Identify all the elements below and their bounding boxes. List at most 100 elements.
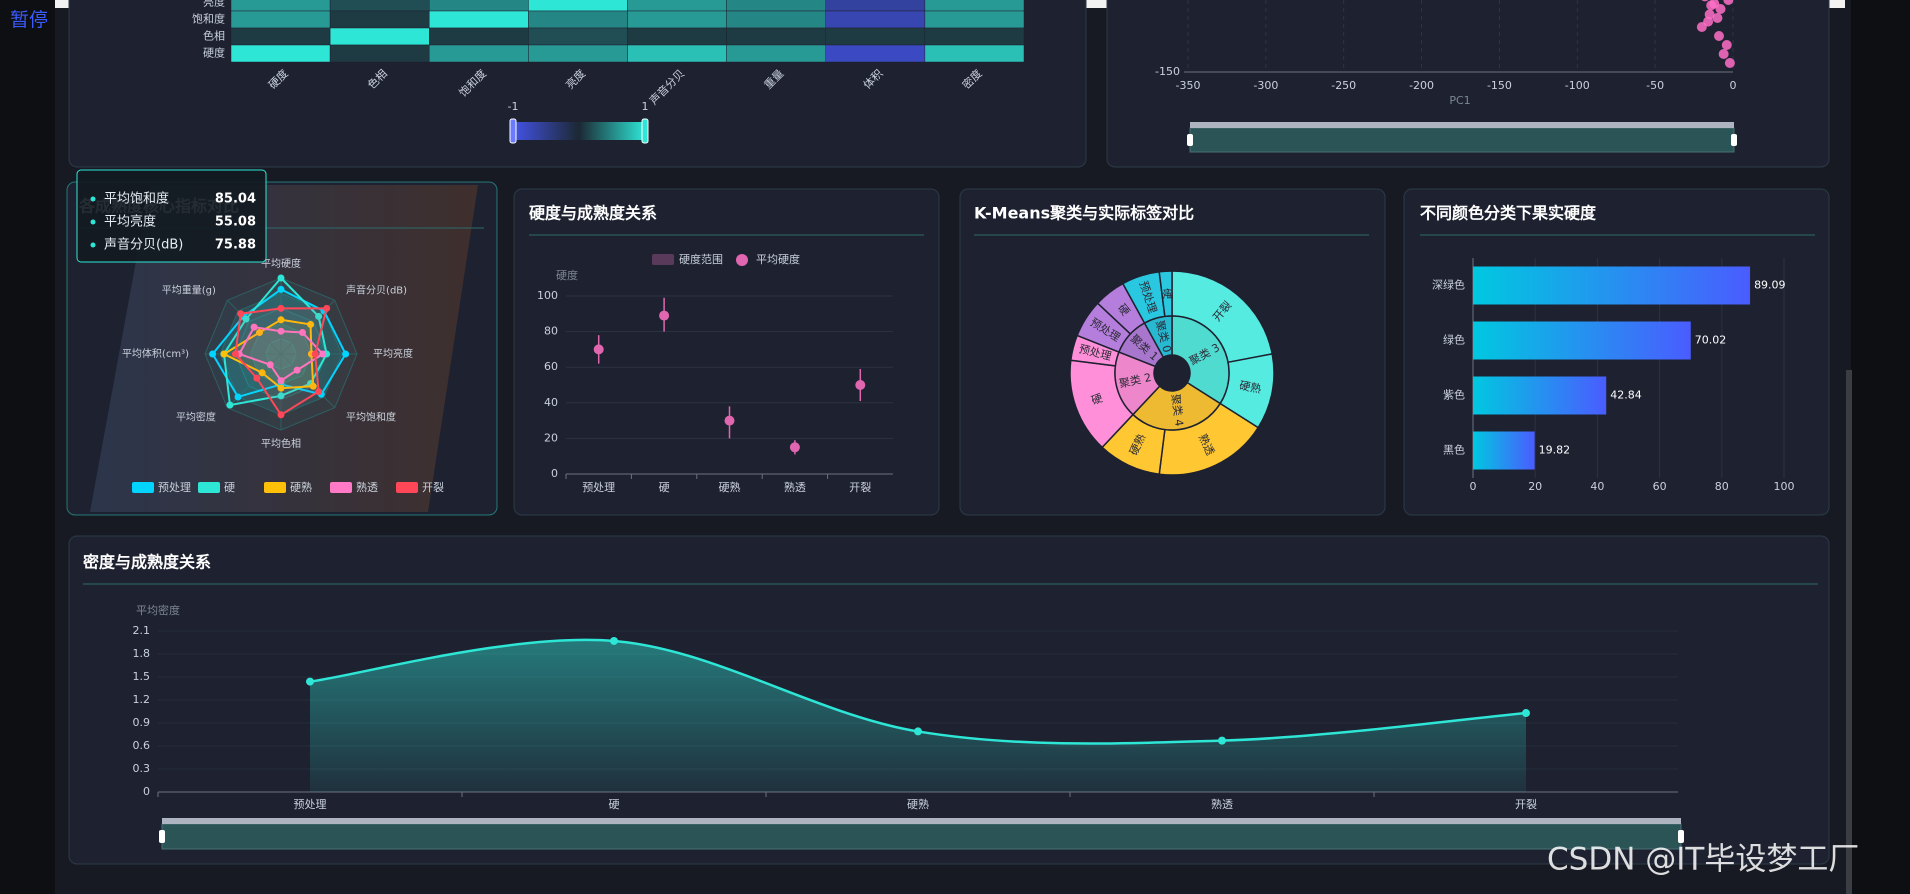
- visual-map-label: 1: [642, 100, 649, 113]
- value-label: 70.02: [1695, 334, 1727, 347]
- x-tick-label: -350: [1176, 79, 1201, 92]
- radar-point: [315, 312, 323, 320]
- y-tick-label: 100: [537, 289, 558, 302]
- radar-point: [277, 377, 285, 385]
- heatmap-cell: [627, 0, 727, 12]
- heatmap-cell: [825, 10, 926, 29]
- value-label: 42.84: [1610, 389, 1642, 402]
- heatmap-cell: [825, 0, 926, 12]
- legend-label[interactable]: 硬熟: [290, 480, 312, 494]
- zoom-handle[interactable]: [1187, 134, 1193, 146]
- legend-swatch[interactable]: [652, 254, 674, 265]
- data-point: [306, 677, 314, 686]
- mean-point: [593, 344, 604, 355]
- legend-label[interactable]: 开裂: [422, 481, 444, 494]
- bar: [1473, 431, 1535, 470]
- x-tick-label: -250: [1331, 79, 1356, 92]
- visual-map-handle[interactable]: [641, 118, 649, 144]
- radar-point: [250, 323, 258, 331]
- heatmap-cell: [726, 10, 826, 29]
- scatter-point: [1723, 0, 1734, 5]
- x-tick-label: 0: [1470, 480, 1477, 493]
- heatmap-cell: [627, 10, 727, 29]
- heatmap-cell: [528, 10, 628, 29]
- value-label: 89.09: [1754, 279, 1786, 292]
- indicator-label: 平均重量(g): [162, 283, 216, 296]
- row-label: 硬度: [203, 46, 225, 60]
- data-point: [1522, 709, 1530, 718]
- y-tick-label: 1.8: [133, 647, 151, 660]
- tooltip-value: 55.08: [215, 215, 256, 230]
- legend-label[interactable]: 预处理: [158, 481, 191, 494]
- scatter-point: [1701, 0, 1709, 2]
- radar-point: [342, 350, 350, 358]
- heatmap-cell: [429, 0, 529, 12]
- row-label: 饱和度: [192, 12, 225, 26]
- indicator-label: 声音分贝(dB): [346, 283, 407, 296]
- radar-point: [315, 388, 323, 396]
- x-tick-label: 开裂: [1515, 798, 1537, 811]
- legend-swatch[interactable]: [396, 482, 418, 493]
- zoom-track: [1190, 122, 1734, 128]
- zoom-handle[interactable]: [1678, 830, 1684, 843]
- x-tick-label: 60: [1653, 480, 1667, 493]
- x-tick-label: -100: [1565, 79, 1590, 92]
- heatmap-cell: [230, 0, 331, 12]
- radar-point: [277, 384, 285, 392]
- x-tick-label: 硬熟: [719, 480, 741, 494]
- heatmap-cell: [825, 27, 926, 46]
- panel-title: K-Means聚类与实际标签对比: [974, 204, 1194, 223]
- legend-label[interactable]: 熟透: [356, 480, 378, 494]
- zoom-handle[interactable]: [1731, 134, 1737, 146]
- scatter-point: [1724, 58, 1735, 68]
- pause-button[interactable]: 暂停: [10, 9, 48, 31]
- leaf-label: 硬: [1090, 391, 1105, 407]
- tooltip-label: 声音分贝(dB): [104, 237, 183, 253]
- scatter-point: [1712, 13, 1723, 23]
- bar: [1473, 266, 1751, 305]
- radar-point: [319, 350, 327, 358]
- legend-swatch[interactable]: [198, 482, 220, 493]
- heatmap-cell: [329, 44, 430, 63]
- y-axis-label: 平均密度: [136, 603, 180, 617]
- scrollbar[interactable]: [1846, 370, 1852, 894]
- legend-swatch[interactable]: [132, 482, 154, 493]
- legend-swatch[interactable]: [330, 482, 352, 493]
- x-tick-label: -200: [1409, 79, 1434, 92]
- radar-point: [311, 350, 319, 358]
- watermark: CSDN @IT毕设梦工厂: [1547, 842, 1859, 878]
- heatmap-cell: [528, 44, 628, 63]
- y-tick-label: 20: [544, 431, 558, 444]
- legend-label[interactable]: 硬度范围: [679, 252, 723, 266]
- radar-point: [323, 304, 331, 312]
- legend-swatch[interactable]: [736, 254, 748, 266]
- visual-map-handle[interactable]: [509, 118, 517, 144]
- legend-label[interactable]: 硬: [224, 481, 235, 494]
- x-tick-label: 100: [1774, 480, 1795, 493]
- radar-axis: [280, 353, 336, 409]
- x-tick-label: 硬: [609, 798, 620, 811]
- panel: [513, 188, 940, 516]
- zoom-handle[interactable]: [159, 830, 165, 843]
- mean-point: [659, 310, 670, 321]
- radar-point: [277, 274, 285, 282]
- visual-map-label: -1: [508, 100, 519, 113]
- radar-point: [293, 366, 301, 374]
- y-tick-label: 40: [544, 396, 558, 409]
- radar-point: [242, 315, 250, 323]
- heatmap-cell: [329, 0, 430, 12]
- radar-point: [237, 310, 245, 318]
- y-tick-label: 绿色: [1443, 333, 1465, 347]
- legend-swatch[interactable]: [264, 482, 286, 493]
- y-tick-label: 1.2: [133, 693, 151, 706]
- radar-point: [226, 401, 234, 409]
- visual-map: [513, 122, 645, 140]
- tooltip-label: 平均饱和度: [104, 191, 169, 207]
- data-point: [914, 727, 922, 736]
- legend-label[interactable]: 平均硬度: [756, 252, 800, 266]
- tooltip-value: 75.88: [215, 238, 256, 253]
- y-tick-label: 深绿色: [1432, 278, 1465, 292]
- y-tick-label: 0.9: [133, 716, 151, 729]
- x-tick-label: 预处理: [294, 798, 327, 811]
